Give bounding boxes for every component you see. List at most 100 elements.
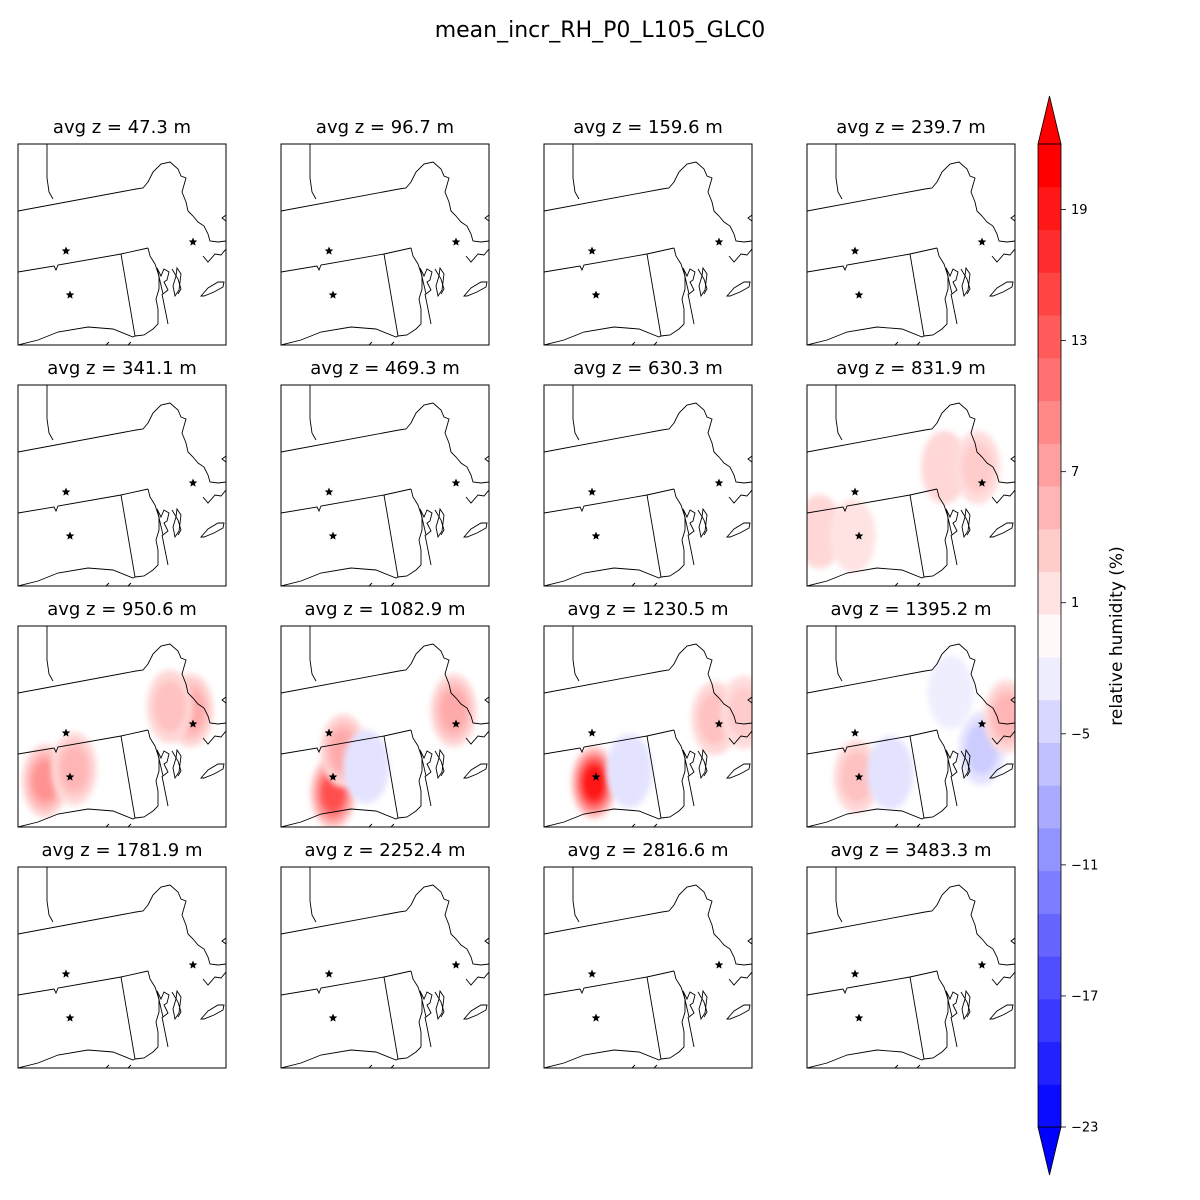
map-boundary (728, 971, 752, 986)
map-boundary (544, 488, 675, 514)
station-star (714, 237, 724, 246)
colorbar-segment (1038, 998, 1061, 1043)
map-boundary (945, 508, 959, 536)
station-star (65, 1013, 75, 1022)
station-star (451, 960, 461, 969)
map-boundary (46, 867, 54, 923)
map-boundary (18, 247, 149, 273)
panel-title: avg z = 469.3 m (310, 358, 460, 379)
colorbar-segment (1038, 528, 1061, 572)
map-boundary (281, 488, 412, 514)
station-star (854, 1013, 864, 1022)
map-panel (17, 625, 227, 828)
map-boundary (961, 266, 971, 298)
map-boundary (909, 494, 925, 578)
colorbar-tick-label: −5 (1071, 727, 1090, 742)
colorbar-segment (1038, 144, 1061, 188)
map-boundary (807, 643, 1015, 725)
map-boundary (728, 248, 752, 263)
panel-frame (543, 143, 753, 346)
map-boundary (161, 775, 169, 807)
panel-title: avg z = 2252.4 m (304, 840, 466, 861)
map-boundary (435, 748, 445, 780)
panel-frame (280, 143, 490, 346)
map-boundary (687, 293, 695, 325)
map-boundary (161, 1016, 169, 1048)
map-boundary (465, 971, 489, 986)
panel-title: avg z = 2816.6 m (567, 840, 729, 861)
map-boundary (46, 385, 54, 441)
station-star (591, 1013, 601, 1022)
map-boundary (156, 990, 170, 1018)
station-star (591, 531, 601, 540)
station-star (977, 719, 987, 728)
colorbar-segment (1038, 400, 1061, 444)
panel-title: avg z = 239.7 m (836, 117, 986, 138)
map-boundary (698, 748, 708, 780)
map-boundary (909, 253, 925, 337)
colorbar-segment (1038, 272, 1061, 316)
map-boundary (682, 990, 696, 1018)
map-boundary (835, 867, 843, 923)
map-boundary (945, 749, 959, 777)
colorbar-frame (1037, 143, 1062, 1128)
map-boundary (172, 266, 182, 298)
colorbar: 19 13 7 1 −5 −11 −17 −23 relative humidity (%) (1037, 95, 1127, 1176)
station-star (854, 772, 864, 781)
map-boundary (807, 488, 938, 514)
map-boundary (646, 253, 662, 337)
map-boundary (172, 507, 182, 539)
map-panel (806, 625, 1016, 828)
map-boundary (991, 248, 1015, 263)
map-boundary (465, 730, 489, 745)
map-boundary (726, 1004, 751, 1020)
map-boundary (383, 253, 399, 337)
colorbar-extend-max (1037, 95, 1062, 145)
increment-blob (343, 729, 390, 804)
contour-level (961, 441, 994, 494)
map-boundary (156, 508, 170, 536)
station-star (65, 772, 75, 781)
map-boundary (682, 267, 696, 295)
map-boundary (687, 534, 695, 566)
increment-blob (430, 673, 477, 748)
colorbar-segment (1038, 870, 1061, 914)
map-boundary (1010, 455, 1015, 463)
map-boundary (18, 488, 149, 514)
panel-frame (806, 866, 1016, 1069)
map-boundary (424, 534, 432, 566)
panel-frame (806, 625, 1016, 828)
map-boundary (424, 293, 432, 325)
map-boundary (945, 267, 959, 295)
panel-frame (543, 625, 753, 828)
colorbar-segment (1038, 614, 1061, 658)
panel-frame (806, 143, 1016, 346)
map-panel (806, 143, 1016, 346)
map-boundary (221, 214, 226, 222)
map-boundary (687, 1016, 695, 1048)
map-boundary (484, 696, 489, 704)
station-star (65, 290, 75, 299)
contour-level (927, 655, 974, 730)
increment-blob (606, 733, 653, 808)
map-boundary (18, 161, 226, 243)
map-boundary (726, 522, 751, 538)
panel-title: avg z = 1781.9 m (41, 840, 203, 861)
map-boundary (18, 970, 149, 996)
station-star (854, 531, 864, 540)
map-boundary (646, 494, 662, 578)
station-star (328, 290, 338, 299)
colorbar-segment (1038, 571, 1061, 615)
map-boundary (961, 507, 971, 539)
colorbar-tick-label: 7 (1071, 465, 1079, 480)
station-star (854, 290, 864, 299)
map-boundary (950, 775, 958, 807)
map-boundary (989, 763, 1014, 779)
map-boundary (120, 494, 136, 578)
colorbar-segment (1038, 827, 1061, 872)
map-boundary (463, 763, 488, 779)
station-star (850, 728, 860, 737)
contour-level (583, 766, 605, 800)
panel-frame (17, 384, 227, 587)
